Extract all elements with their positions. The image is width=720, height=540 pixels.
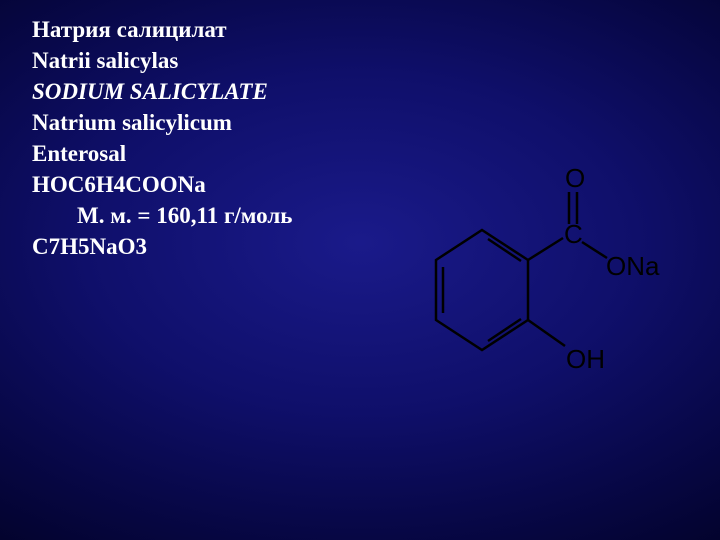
structure-svg: O C ONa OH xyxy=(370,160,670,420)
name-trade: Enterosal xyxy=(32,138,412,169)
benzene-ring xyxy=(436,230,528,350)
label-carbon: C xyxy=(564,219,583,249)
label-ona: ONa xyxy=(606,251,660,281)
label-oxygen-double: O xyxy=(565,163,585,193)
name-english: SODIUM SALICYLATE xyxy=(32,76,412,107)
name-russian: Натрия салицилат xyxy=(32,14,412,45)
bond-ring-oh xyxy=(528,320,565,346)
formula-condensed: HOC6H4COONa xyxy=(32,169,412,200)
chemical-structure: O C ONa OH xyxy=(370,160,670,420)
molar-mass: М. м. = 160,11 г/моль xyxy=(32,200,412,231)
name-pharmacopeia: Natrium salicylicum xyxy=(32,107,412,138)
label-oh: OH xyxy=(566,344,605,374)
bond-ring-carbonyl xyxy=(528,238,563,260)
formula-empirical: C7H5NaO3 xyxy=(32,231,412,262)
name-latin: Natrii salicylas xyxy=(32,45,412,76)
bond-c-ona xyxy=(582,242,607,258)
compound-names-block: Натрия салицилат Natrii salicylas SODIUM… xyxy=(32,14,412,262)
